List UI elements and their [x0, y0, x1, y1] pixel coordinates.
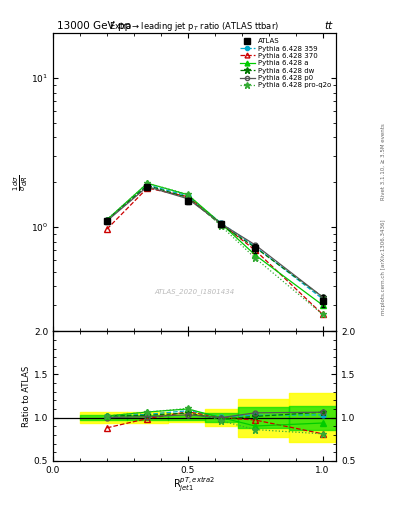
X-axis label: R$^{pT,extra2}_{jet1}$: R$^{pT,extra2}_{jet1}$: [173, 476, 216, 495]
Text: Rivet 3.1.10, ≥ 3.5M events: Rivet 3.1.10, ≥ 3.5M events: [381, 123, 386, 200]
Text: tt: tt: [324, 20, 332, 31]
Y-axis label: $\frac{1}{\sigma}\frac{d\sigma}{dR}$: $\frac{1}{\sigma}\frac{d\sigma}{dR}$: [11, 174, 29, 190]
Y-axis label: Ratio to ATLAS: Ratio to ATLAS: [22, 366, 31, 426]
Legend: ATLAS, Pythia 6.428 359, Pythia 6.428 370, Pythia 6.428 a, Pythia 6.428 dw, Pyth: ATLAS, Pythia 6.428 359, Pythia 6.428 37…: [239, 37, 332, 90]
Text: 13000 GeV pp: 13000 GeV pp: [57, 20, 131, 31]
Text: ATLAS_2020_I1801434: ATLAS_2020_I1801434: [154, 289, 235, 295]
Text: mcplots.cern.ch [arXiv:1306.3436]: mcplots.cern.ch [arXiv:1306.3436]: [381, 220, 386, 315]
Title: Extra→ leading jet p$_T$ ratio (ATLAS ttbar): Extra→ leading jet p$_T$ ratio (ATLAS tt…: [110, 20, 279, 33]
